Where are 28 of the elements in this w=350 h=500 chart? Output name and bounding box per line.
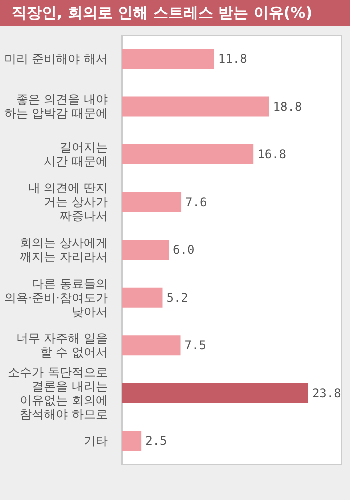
y-tick-label: 좋은 의견을 내야 하는 압박감 때문에: [4, 92, 108, 121]
chart-title: 직장인, 회의로 인해 스트레스 받는 이유(%): [0, 0, 350, 26]
bar: [122, 431, 142, 452]
bar: [122, 49, 214, 69]
bar: [122, 288, 163, 308]
bar: [122, 336, 181, 356]
bar: [122, 144, 254, 165]
data-label: 23.8: [312, 386, 342, 400]
y-tick-label: 내 의견에 딴지 거는 상사가 짜증나서: [28, 181, 108, 224]
data-label: 18.8: [273, 100, 302, 114]
bar: [122, 240, 169, 260]
data-label: 2.5: [146, 434, 168, 448]
bar: [122, 192, 182, 212]
data-label: 16.8: [258, 148, 287, 162]
y-tick-label: 다른 동료들의 의욕·준비·참여도가 낮아서: [4, 276, 108, 319]
y-tick-label: 기타: [84, 434, 108, 448]
data-label: 11.8: [218, 52, 248, 66]
bar: [122, 96, 270, 117]
data-label: 5.2: [166, 290, 188, 305]
y-tick-label: 미리 준비해야 해서: [4, 52, 108, 66]
y-tick-label: 너무 자주해 일을 할 수 없어서: [16, 332, 108, 360]
data-label: 6.0: [173, 243, 195, 258]
y-tick-label: 회의는 상사에게 깨지는 자리라서: [20, 236, 108, 264]
y-tick-label: 길어지는 시간 때문에: [44, 140, 108, 168]
y-tick-label: 소수가 독단적으로 결론을 내리는 이유없는 회의에 참석해야 하므로: [8, 365, 108, 422]
data-label: 7.6: [186, 195, 208, 210]
data-label: 7.5: [184, 338, 206, 353]
bar: [122, 383, 308, 404]
